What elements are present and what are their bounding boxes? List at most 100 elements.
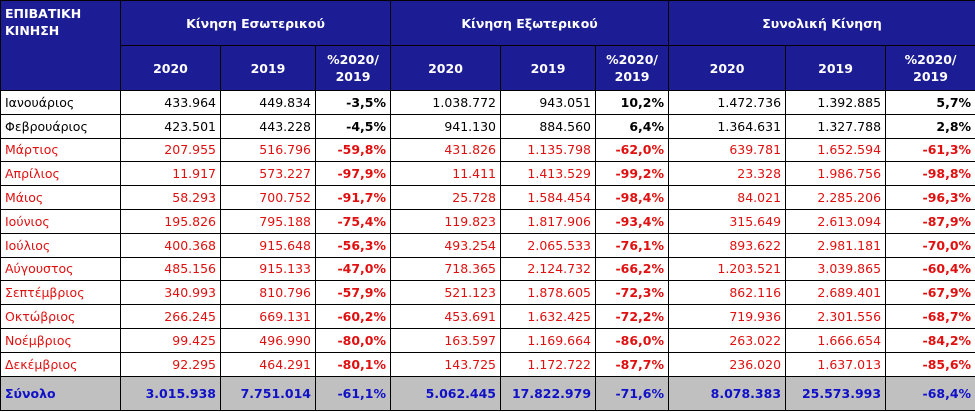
month-cell: Ιανουάριος	[0, 90, 121, 115]
value-cell: 1.038.772	[390, 90, 502, 115]
value-cell: -97,9%	[314, 161, 392, 187]
value-cell: 795.188	[220, 208, 316, 234]
value-cell: 2,8%	[885, 113, 975, 139]
value-cell: -91,7%	[314, 185, 392, 210]
value-cell: 719.936	[668, 304, 787, 329]
corner-header: ΕΠΙΒΑΤΙΚΗ ΚΙΝΗΣΗ	[0, 0, 121, 91]
value-cell: 2.285.206	[785, 185, 887, 210]
value-cell: 99.425	[120, 327, 221, 353]
data-row: Ιανουάριος 433.964 449.834 -3,5% 1.038.772 94…	[0, 90, 975, 115]
value-cell: 669.131	[220, 304, 316, 329]
value-cell: -87,7%	[595, 351, 670, 377]
value-cell: 6,4%	[595, 113, 670, 139]
value-cell: 1.364.631	[668, 113, 787, 139]
month-cell: Μάιος	[0, 185, 121, 210]
value-cell: -72,3%	[595, 280, 670, 306]
value-cell: -60,2%	[314, 304, 392, 329]
value-cell: -62,0%	[595, 137, 670, 163]
value-cell: 431.826	[390, 137, 502, 163]
data-row: Φεβρουάριος 423.501 443.228 -4,5% 941.130 884…	[0, 113, 975, 139]
month-cell: Οκτώβριος	[0, 304, 121, 329]
total-cell: 3.015.938	[120, 375, 221, 411]
column-header: 2019	[500, 45, 597, 91]
value-cell: -98,8%	[885, 161, 975, 187]
value-cell: 496.990	[220, 327, 316, 353]
value-cell: -56,3%	[314, 232, 392, 258]
data-row: Δεκέμβριος 92.295 464.291 -80,1% 143.725 1.17…	[0, 351, 975, 377]
value-cell: 941.130	[390, 113, 502, 139]
value-cell: 2.689.401	[785, 280, 887, 306]
month-cell: Φεβρουάριος	[0, 113, 121, 139]
value-cell: -85,6%	[885, 351, 975, 377]
month-cell: Ιούλιος	[0, 232, 121, 258]
value-cell: -76,1%	[595, 232, 670, 258]
value-cell: 449.834	[220, 90, 316, 115]
value-cell: 10,2%	[595, 90, 670, 115]
subheader-row: 2020 2019 %2020/ 2019 2020 2019 %2020/ 2019 20…	[1, 45, 975, 91]
value-cell: 84.021	[668, 185, 787, 210]
value-cell: 11.411	[390, 161, 502, 187]
value-cell: -87,9%	[885, 208, 975, 234]
value-cell: 521.123	[390, 280, 502, 306]
data-row: Απρίλιος 11.917 573.227 -97,9% 11.411 1.413.5…	[0, 161, 975, 187]
column-header: 2020	[120, 45, 221, 91]
month-cell: Απρίλιος	[0, 161, 121, 187]
month-cell: Αύγουστος	[0, 256, 121, 282]
value-cell: 23.328	[668, 161, 787, 187]
value-cell: -66,2%	[595, 256, 670, 282]
column-header: %2020/ 2019	[595, 45, 670, 91]
value-cell: 639.781	[668, 137, 787, 163]
total-cell: 7.751.014	[220, 375, 316, 411]
value-cell: 1.172.722	[500, 351, 597, 377]
data-row: Μάρτιος 207.955 516.796 -59,8% 431.826 1.135.…	[0, 137, 975, 163]
value-cell: 143.725	[390, 351, 502, 377]
value-cell: 915.648	[220, 232, 316, 258]
total-cell: -61,1%	[314, 375, 392, 411]
value-cell: 862.116	[668, 280, 787, 306]
data-row: Αύγουστος 485.156 915.133 -47,0% 718.365 2.12…	[0, 256, 975, 282]
total-cell: -68,4%	[885, 375, 975, 411]
group-header: Κίνηση Εξωτερικού	[390, 0, 670, 46]
value-cell: 485.156	[120, 256, 221, 282]
value-cell: -84,2%	[885, 327, 975, 353]
value-cell: 2.613.094	[785, 208, 887, 234]
column-header: %2020/ 2019	[885, 45, 975, 91]
value-cell: 915.133	[220, 256, 316, 282]
data-row: Νοέμβριος 99.425 496.990 -80,0% 163.597 1.169…	[0, 327, 975, 353]
data-row: Οκτώβριος 266.245 669.131 -60,2% 453.691 1.63…	[0, 304, 975, 329]
month-cell: Ιούνιος	[0, 208, 121, 234]
value-cell: 493.254	[390, 232, 502, 258]
value-cell: 884.560	[500, 113, 597, 139]
value-cell: 1.666.654	[785, 327, 887, 353]
value-cell: -60,4%	[885, 256, 975, 282]
value-cell: 25.728	[390, 185, 502, 210]
value-cell: 2.124.732	[500, 256, 597, 282]
value-cell: 11.917	[120, 161, 221, 187]
value-cell: -86,0%	[595, 327, 670, 353]
value-cell: 236.020	[668, 351, 787, 377]
value-cell: 573.227	[220, 161, 316, 187]
value-cell: -3,5%	[314, 90, 392, 115]
value-cell: 464.291	[220, 351, 316, 377]
value-cell: 2.301.556	[785, 304, 887, 329]
value-cell: -4,5%	[314, 113, 392, 139]
value-cell: 400.368	[120, 232, 221, 258]
value-cell: 1.986.756	[785, 161, 887, 187]
value-cell: 195.826	[120, 208, 221, 234]
total-cell: 8.078.383	[668, 375, 787, 411]
value-cell: 207.955	[120, 137, 221, 163]
value-cell: 2.981.181	[785, 232, 887, 258]
value-cell: 340.993	[120, 280, 221, 306]
value-cell: 1.472.736	[668, 90, 787, 115]
total-row: Σύνολο 3.015.938 7.751.014 -61,1% 5.062.445 1…	[0, 375, 975, 411]
value-cell: -57,9%	[314, 280, 392, 306]
group-header: Κίνηση Εσωτερικού	[119, 0, 392, 46]
value-cell: 433.964	[120, 90, 221, 115]
value-cell: -61,3%	[885, 137, 975, 163]
value-cell: -96,3%	[885, 185, 975, 210]
value-cell: 3.039.865	[785, 256, 887, 282]
column-header: 2020	[390, 45, 502, 91]
total-cell: 5.062.445	[390, 375, 502, 411]
value-cell: 443.228	[220, 113, 316, 139]
